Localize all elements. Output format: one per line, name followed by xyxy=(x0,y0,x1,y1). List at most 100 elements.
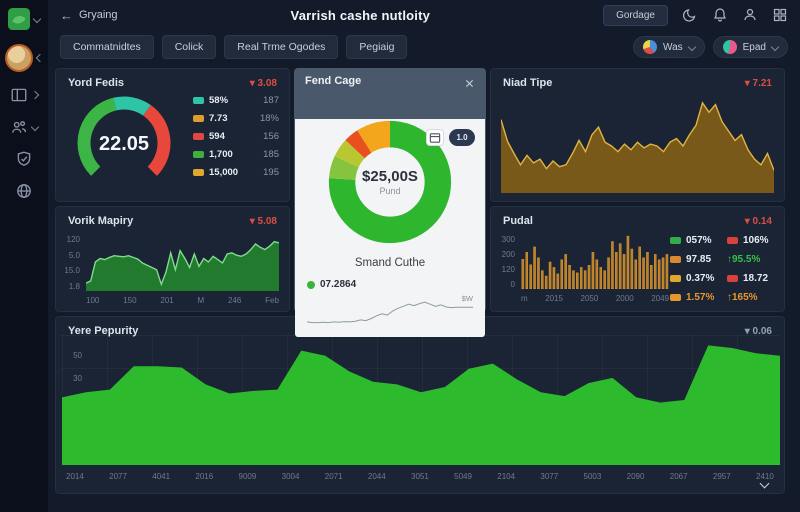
chevron-down-icon[interactable] xyxy=(30,122,40,132)
x-axis-labels: 2014 2077 4041 2016 9009 3004 2071 2044 3051 5049… xyxy=(66,472,774,481)
tick-label: 100 xyxy=(86,296,100,305)
tick-label: 2104 xyxy=(497,472,516,481)
tick-label: 50 xyxy=(66,351,82,360)
tick-label: 2410 xyxy=(756,472,774,481)
spark-value: $W xyxy=(461,294,473,303)
tick-label: 2077 xyxy=(109,472,127,481)
sidebar xyxy=(0,0,48,512)
top-actions: Gordage xyxy=(603,4,788,26)
legend-item: 15,000 195 xyxy=(193,167,279,178)
tick-label: 15.0 xyxy=(64,266,80,276)
card-title: Yord Fedis xyxy=(68,77,125,89)
pudal-legend: 057% 97.85 0.37% 1.57% 106% ↑95.5% 18.72 ↑165% xyxy=(670,235,774,303)
chevron-down-icon xyxy=(687,42,696,52)
dashboard-icon[interactable] xyxy=(10,86,28,104)
expand-chevron-icon[interactable] xyxy=(759,474,770,492)
filter-dropdown-2[interactable]: Epad xyxy=(712,36,788,58)
legend-item: ↑95.5% xyxy=(727,254,761,265)
gauge-chart xyxy=(74,93,174,193)
top-bar: ← Gryaing Varrish cashe nutloity Gordage xyxy=(48,0,800,30)
app-logo-icon[interactable] xyxy=(8,8,30,30)
tick-label: 2957 xyxy=(712,472,731,481)
tick-label: 2044 xyxy=(367,472,386,481)
users-icon[interactable] xyxy=(10,118,28,136)
legend-item: 58% 187 xyxy=(193,95,279,106)
globe-icon[interactable] xyxy=(15,182,33,200)
tick-label: 1.8 xyxy=(68,281,80,291)
filter-label: Was xyxy=(663,41,683,53)
tick-label: 2049 xyxy=(651,294,669,303)
card-title: Pudal xyxy=(503,215,533,227)
close-icon[interactable] xyxy=(464,76,475,87)
legend-item: 97.85 xyxy=(670,254,717,265)
delta-badge: ▾ 0.14 xyxy=(744,215,772,227)
area-chart xyxy=(62,335,780,465)
page-title: Varrish cashe nutloity xyxy=(290,7,431,23)
delta-badge: ▾ 7.21 xyxy=(744,77,772,89)
card-yere-pepurity: Yere Pepurity ▾ 0.06 503021 201420774041… xyxy=(55,316,785,494)
tick-label: 2016 xyxy=(195,472,214,481)
legend-item: 1,700 185 xyxy=(193,149,279,160)
chevron-right-icon[interactable] xyxy=(30,90,40,100)
x-axis-labels: 100 150 201 M 246 Feb xyxy=(86,296,279,305)
gauge-value: 22.05 xyxy=(98,133,150,155)
spark-legend: 07.2864 xyxy=(320,279,357,290)
fund-subtitle: Smand Cuthe xyxy=(354,257,426,269)
sparkline-chart xyxy=(307,292,473,326)
tick-label: 201 xyxy=(160,296,174,305)
tick-label: 2090 xyxy=(626,472,645,481)
legend-item: 106% xyxy=(727,235,774,246)
back-button[interactable]: ← Gryaing xyxy=(60,8,118,23)
filter-dropdown-1[interactable]: Was xyxy=(633,36,705,58)
bell-icon[interactable] xyxy=(712,7,728,23)
tick-label: 5.0 xyxy=(68,250,80,260)
legend-item: 18.72 xyxy=(727,273,774,284)
fund-amount: $25,00S xyxy=(362,168,418,185)
area-chart xyxy=(86,235,279,291)
avatar-icon xyxy=(643,40,657,54)
tick-label: 0 xyxy=(510,280,515,289)
tab-commatnidtes[interactable]: Commatnidtes xyxy=(60,35,154,59)
moon-icon[interactable] xyxy=(682,7,698,23)
bar-chart xyxy=(521,235,669,289)
tick-label: 2067 xyxy=(669,472,688,481)
gordage-button[interactable]: Gordage xyxy=(603,4,668,26)
tick-label: m xyxy=(521,294,528,303)
filter-label: Epad xyxy=(742,41,766,53)
y-axis-labels: 120 5.0 15.0 1.8 xyxy=(62,235,80,291)
tick-label: Feb xyxy=(265,296,279,305)
tab-real-trme-ogodes[interactable]: Real Trme Ogodes xyxy=(224,35,339,59)
tick-label: 2050 xyxy=(580,294,599,303)
apps-grid-icon[interactable] xyxy=(772,7,788,23)
delta-badge: ▾ 3.08 xyxy=(249,77,277,89)
donut-chart xyxy=(327,119,453,245)
card-vorik-mapiry: Vorik Mapiry ▾ 5.08 120 5.0 15.0 1.8 100 150… xyxy=(55,206,290,312)
tick-label: 4041 xyxy=(152,472,171,481)
legend-item: 1.57% xyxy=(670,292,717,303)
delta-badge: ▾ 5.08 xyxy=(249,215,277,227)
tick-label: 9009 xyxy=(238,472,257,481)
tick-label: M xyxy=(197,296,205,305)
gauge-legend: 58% 187 7.73 18% 594 156 1,700 185 15,000 195 xyxy=(193,95,279,178)
back-arrow-icon: ← xyxy=(60,7,73,23)
chevron-down-icon[interactable] xyxy=(32,14,42,24)
tab-pegiaig[interactable]: Pegiaig xyxy=(346,35,408,59)
tick-label: 2015 xyxy=(545,294,563,303)
delta-badge: ▾ 0.06 xyxy=(744,325,772,337)
tab-colick[interactable]: Colick xyxy=(161,35,217,59)
tick-label: 2071 xyxy=(324,472,343,481)
legend-item: ↑165% xyxy=(727,292,758,303)
user-avatar[interactable] xyxy=(5,44,33,72)
tick-label: 200 xyxy=(501,250,515,259)
tick-label: 2014 xyxy=(66,472,84,481)
avatar-icon xyxy=(722,40,737,54)
back-label: Gryaing xyxy=(79,9,118,21)
calendar-toggle-button[interactable] xyxy=(426,129,444,146)
chevron-left-icon[interactable] xyxy=(35,53,45,63)
unit-toggle-button[interactable]: 1.0 xyxy=(449,129,475,146)
user-icon[interactable] xyxy=(742,7,758,23)
legend-item: 7.73 18% xyxy=(193,113,279,124)
tick-label: 3004 xyxy=(281,472,300,481)
shield-icon[interactable] xyxy=(15,150,33,168)
